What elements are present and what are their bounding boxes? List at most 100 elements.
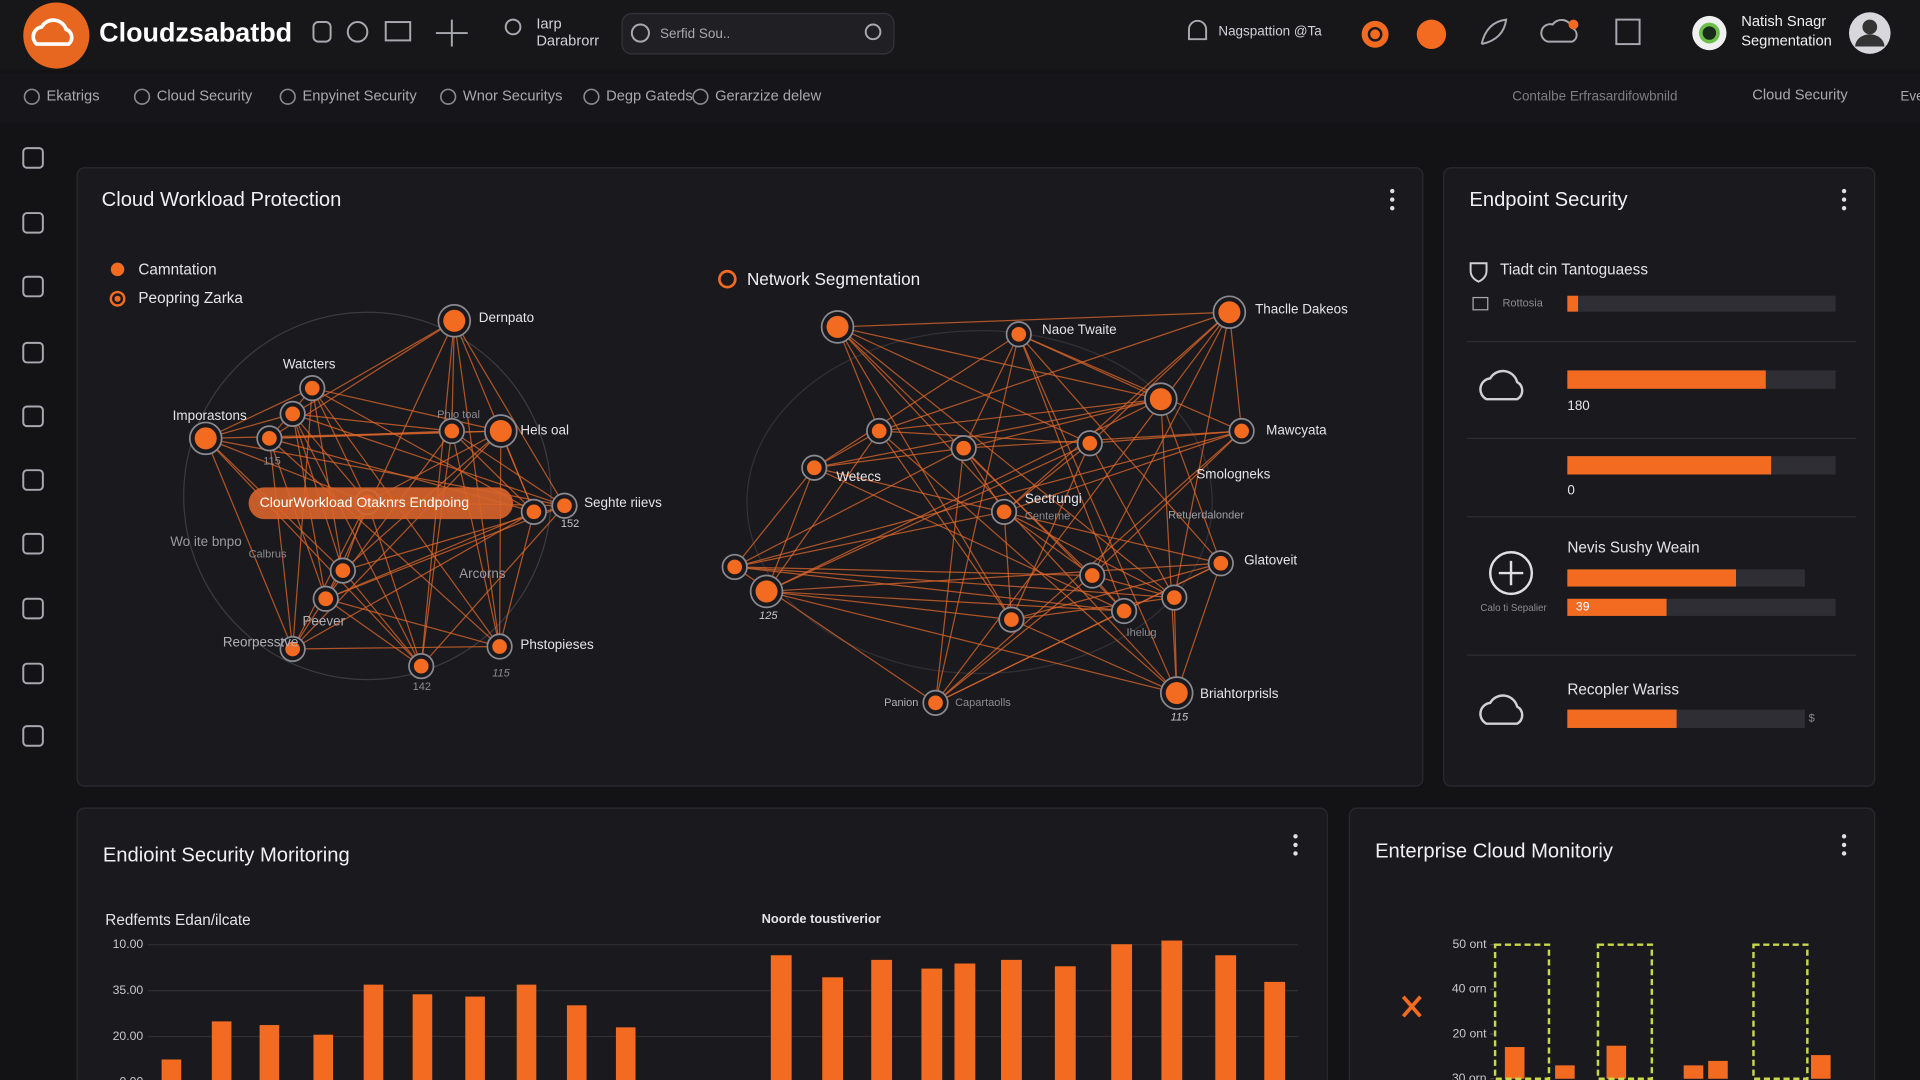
- edge: [1160, 398, 1222, 564]
- edge: [814, 467, 1221, 564]
- sidebar-icon[interactable]: [22, 662, 44, 685]
- row-label: Nevis Sushy Weain: [1567, 540, 1699, 557]
- edge: [453, 320, 566, 507]
- edge: [1018, 334, 1178, 694]
- alert-badge[interactable]: [1416, 19, 1447, 49]
- nav-tab[interactable]: Gerarzize delew: [715, 89, 822, 105]
- workspace-line: Iarp: [536, 16, 561, 32]
- edge: [836, 326, 880, 432]
- bar-outline: [1596, 943, 1654, 1080]
- legend-marker-dot: [114, 295, 121, 302]
- node-label: Reorpesstve: [223, 634, 299, 649]
- edge: [292, 511, 535, 650]
- nav-tab[interactable]: Degp Gateds: [606, 89, 693, 105]
- search-box[interactable]: Serfid Sou..: [621, 12, 895, 55]
- edge: [837, 326, 1161, 400]
- tool-icon[interactable]: [384, 21, 412, 42]
- nav-tabs: Ekatrigs Cloud Security Enpyinet Security W…: [23, 88, 822, 105]
- panel-title: Endioint Security Moritoring: [103, 844, 350, 866]
- edge: [325, 598, 422, 667]
- tool-icon[interactable]: [435, 19, 468, 47]
- node-label: Calbrus: [249, 549, 287, 561]
- node: [1165, 682, 1188, 705]
- sidebar-icon[interactable]: [22, 532, 44, 555]
- edge: [312, 387, 501, 432]
- tool-icon[interactable]: [504, 18, 522, 36]
- node: [492, 639, 507, 654]
- sidebar-icon[interactable]: [22, 597, 44, 620]
- row-text: 180: [1567, 398, 1589, 413]
- tab-icon: [279, 88, 296, 105]
- highlight-pill[interactable]: [248, 487, 514, 520]
- nav-right-link[interactable]: Eve: [1900, 88, 1920, 103]
- progress-fill: [1567, 370, 1766, 389]
- search-field[interactable]: [621, 12, 895, 55]
- bar: [1708, 1060, 1728, 1079]
- node-label: Peever: [302, 614, 345, 629]
- add-icon[interactable]: [1488, 551, 1534, 596]
- bar: [1161, 940, 1183, 1080]
- search-button[interactable]: [864, 23, 882, 41]
- nav-right-link[interactable]: Cloud Security: [1752, 87, 1848, 103]
- edge: [1018, 333, 1242, 432]
- dot: [1390, 188, 1395, 194]
- sidebar-icon[interactable]: [22, 147, 44, 169]
- edge: [366, 501, 422, 667]
- bar: [1606, 1045, 1627, 1079]
- tool-icon[interactable]: [346, 21, 369, 43]
- status-badge[interactable]: [1361, 20, 1389, 48]
- cloud-icon[interactable]: [1540, 18, 1578, 43]
- edge: [814, 467, 1125, 612]
- tab-icon: [133, 88, 151, 105]
- nav-tab[interactable]: Cloud Security: [157, 89, 253, 105]
- bell-icon[interactable]: [1188, 19, 1208, 41]
- edge: [1089, 442, 1175, 598]
- progress-fill: [1567, 709, 1677, 728]
- menu-dots[interactable]: [1841, 834, 1847, 856]
- nav-tab[interactable]: Enpyinet Security: [302, 89, 417, 105]
- cloud-dot: [1568, 19, 1579, 30]
- y-tick-label: 30 orn: [1452, 1071, 1487, 1080]
- node-count: 115: [1171, 711, 1189, 723]
- node: [335, 563, 351, 578]
- sidebar-icon[interactable]: [22, 275, 44, 298]
- sidebar-icon[interactable]: [22, 212, 44, 234]
- edge: [453, 320, 501, 647]
- edge: [1089, 311, 1230, 444]
- section-icon: [718, 269, 737, 289]
- sidebar-icon[interactable]: [22, 405, 44, 428]
- tab-icon: [23, 88, 40, 105]
- nav-right-link[interactable]: Contalbe Erfrasardifowbnild: [1512, 88, 1677, 103]
- nav-tab[interactable]: Wnor Securitys: [463, 89, 563, 105]
- edge: [837, 326, 1091, 444]
- shield-icon: [1469, 262, 1488, 283]
- progress-fill: [1567, 569, 1737, 587]
- edge: [342, 570, 422, 667]
- sidebar-icon[interactable]: [22, 725, 44, 747]
- menu-dots[interactable]: [1390, 188, 1395, 211]
- edge: [292, 501, 368, 650]
- node: [1213, 555, 1229, 571]
- brand: Cloudzsabatbd: [99, 17, 292, 47]
- sidebar-icon[interactable]: [22, 341, 44, 364]
- nav-tab[interactable]: Ekatrigs: [47, 89, 100, 105]
- logo[interactable]: [23, 2, 90, 69]
- tool-icon[interactable]: [312, 21, 332, 43]
- notifications[interactable]: Nagspattion @Ta: [1218, 23, 1322, 38]
- node: [1149, 388, 1172, 411]
- node-count: 142: [413, 681, 431, 693]
- doc-icon[interactable]: [1615, 18, 1641, 46]
- menu-dots[interactable]: [1841, 188, 1847, 211]
- tab-icon: [692, 88, 709, 105]
- dot: [1841, 851, 1847, 856]
- user-name: Natish Snagr: [1741, 14, 1826, 30]
- menu-dots[interactable]: [1293, 834, 1298, 856]
- sidebar-icon[interactable]: [22, 469, 44, 491]
- node-label: Arcorns: [459, 566, 506, 581]
- node: [413, 658, 429, 674]
- row-note: $: [1809, 713, 1815, 725]
- leaf-icon[interactable]: [1480, 18, 1508, 46]
- edge: [837, 311, 1230, 328]
- toolbar-icons[interactable]: [312, 18, 522, 47]
